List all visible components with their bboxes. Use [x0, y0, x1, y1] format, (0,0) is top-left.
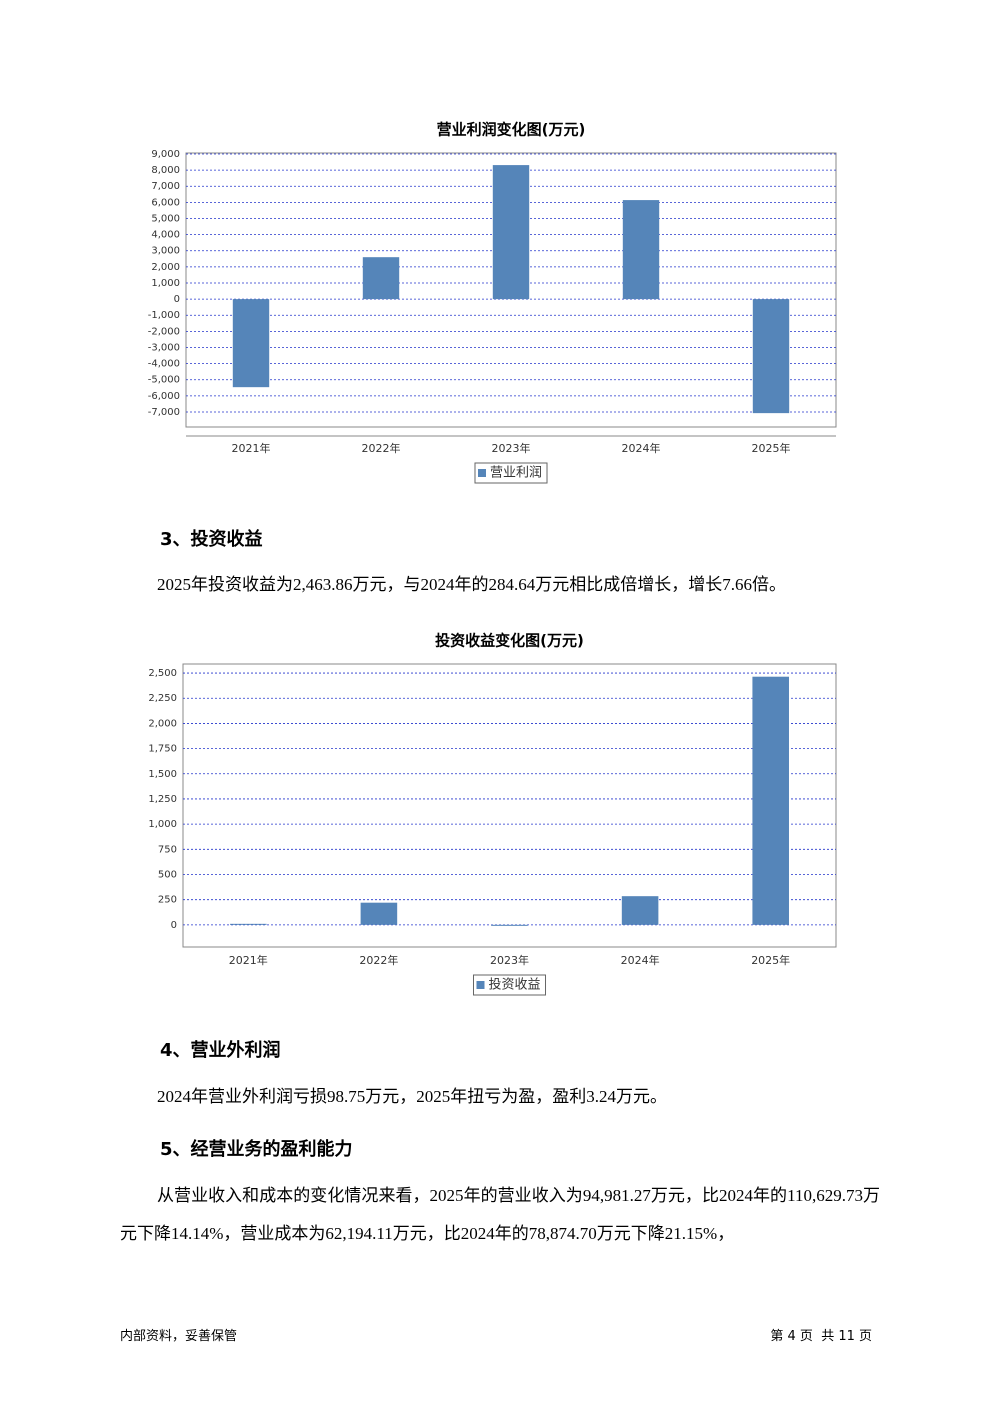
footer-right: 第 4 页 共 11 页 — [770, 1329, 872, 1344]
y-tick-label: 250 — [158, 895, 177, 906]
plot-area — [182, 663, 837, 948]
legend-label: 营业利润 — [490, 466, 542, 481]
chart-title: 投资收益变化图(万元) — [435, 632, 584, 650]
x-tick-label: 2024年 — [622, 441, 661, 455]
y-tick-label: 9,000 — [151, 149, 180, 160]
legend-swatch — [477, 469, 486, 477]
y-tick-label: 2,000 — [148, 718, 177, 729]
x-tick-label: 2024年 — [621, 953, 660, 967]
y-tick-label: 0 — [174, 294, 180, 305]
footer-left: 内部资料，妥善保管 — [120, 1329, 238, 1344]
y-tick-label: 1,500 — [148, 769, 177, 780]
y-tick-label: 1,000 — [151, 278, 180, 289]
bar — [752, 676, 789, 925]
legend-swatch — [476, 981, 485, 989]
y-tick-label: -3,000 — [148, 342, 180, 353]
y-tick-label: -6,000 — [148, 391, 180, 402]
bar — [232, 299, 270, 388]
bar — [230, 923, 267, 925]
y-tick-label: -2,000 — [148, 326, 180, 337]
x-tick-label: 2023年 — [490, 953, 529, 967]
bar — [362, 257, 400, 300]
y-tick-label: 1,000 — [148, 819, 177, 830]
bar — [621, 896, 659, 925]
y-tick-label: -7,000 — [148, 407, 180, 418]
paragraph: 2025年投资收益为2,463.86万元，与2024年的284.64万元相比成倍… — [157, 575, 786, 594]
x-tick-label: 2025年 — [751, 953, 790, 967]
y-tick-label: 7,000 — [151, 181, 180, 192]
bar — [622, 200, 660, 300]
bar — [752, 299, 790, 414]
chart-title: 营业利润变化图(万元) — [437, 121, 586, 139]
y-tick-label: 2,000 — [151, 262, 180, 273]
section-heading: 4、营业外利润 — [160, 1040, 281, 1061]
y-tick-label: -4,000 — [148, 359, 180, 370]
paragraph: 从营业收入和成本的变化情况来看，2025年的营业收入为94,981.27万元，比… — [120, 1186, 880, 1243]
y-tick-label: -1,000 — [148, 310, 180, 321]
y-tick-label: 0 — [171, 920, 177, 931]
legend-label: 投资收益 — [488, 977, 540, 993]
y-tick-label: 750 — [158, 844, 177, 855]
x-tick-label: 2021年 — [232, 441, 271, 455]
charts: 营业利润变化图(万元) 9,000 8,000 7,000 6,000 5,000 4,00… — [148, 121, 837, 996]
y-tick-label: 1,750 — [148, 744, 177, 755]
y-tick-label: 500 — [158, 869, 177, 880]
y-tick-label: -5,000 — [148, 375, 180, 386]
y-tick-label: 3,000 — [151, 246, 180, 257]
bar — [360, 902, 398, 925]
y-tick-label: 4,000 — [151, 230, 180, 241]
y-tick-label: 8,000 — [151, 165, 180, 176]
x-tick-label: 2022年 — [359, 953, 398, 967]
section-heading: 5、经营业务的盈利能力 — [160, 1139, 353, 1160]
y-tick-label: 2,500 — [148, 668, 177, 679]
y-tick-label: 1,250 — [148, 794, 177, 805]
y-tick-label: 5,000 — [151, 213, 180, 224]
bar — [491, 924, 528, 926]
legend-box — [472, 974, 547, 996]
section-heading: 3、投资收益 — [160, 529, 263, 550]
bar — [492, 165, 530, 300]
x-tick-label: 2023年 — [492, 441, 531, 455]
x-tick-label: 2022年 — [362, 441, 401, 455]
x-tick-label: 2025年 — [752, 441, 791, 455]
y-tick-label: 6,000 — [151, 197, 180, 208]
legend-box — [474, 462, 548, 484]
x-tick-label: 2021年 — [229, 953, 268, 967]
y-tick-label: 2,250 — [148, 693, 177, 704]
paragraph: 2024年营业外利润亏损98.75万元，2025年扭亏为盈，盈利3.24万元。 — [157, 1087, 667, 1106]
